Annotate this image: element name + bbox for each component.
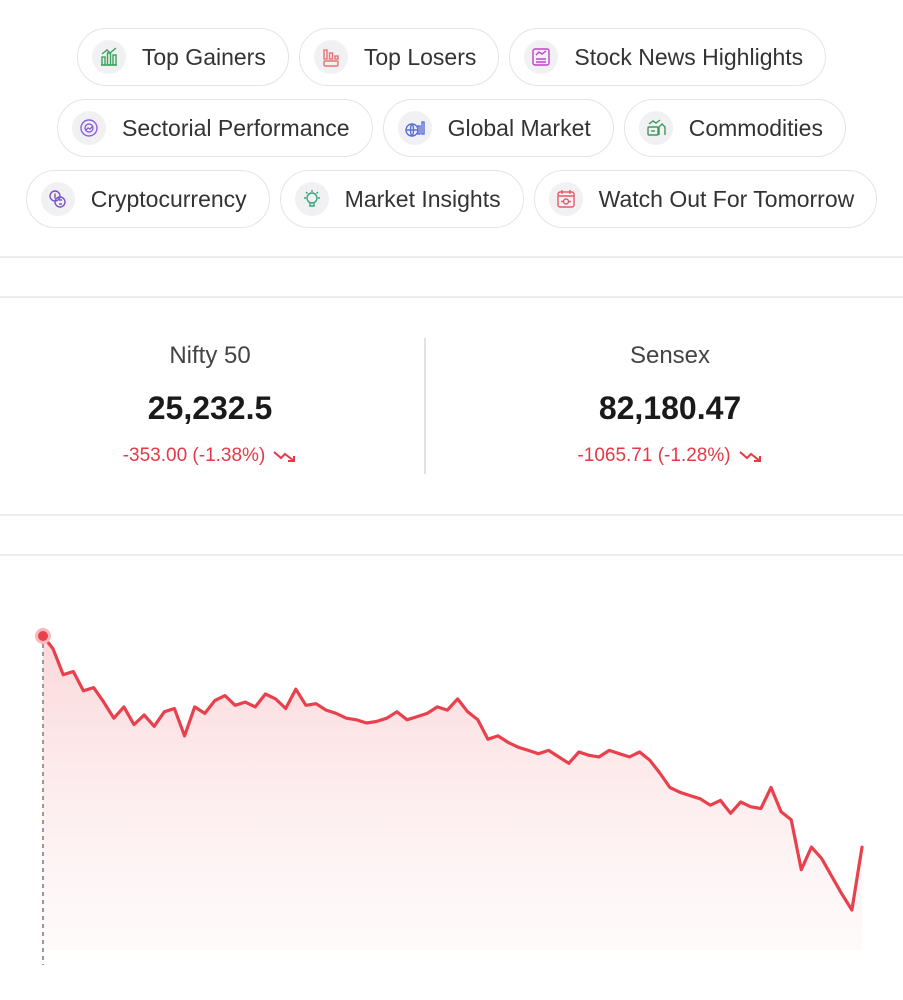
trend-down-icon	[273, 451, 296, 462]
bear-icon	[313, 40, 348, 74]
index-value: 82,180.47	[598, 390, 742, 426]
section-divider	[0, 296, 903, 298]
index-change: -1065.71 (-1.28%)	[460, 445, 880, 467]
chips-row-1: Top Gainers Top Losers Stock News Highli…	[0, 28, 903, 86]
chip-label: Market Insights	[344, 185, 501, 212]
index-card-sensex[interactable]: Sensex 82,180.47 -1065.71 (-1.28%)	[460, 338, 880, 467]
pie-icon	[72, 111, 107, 145]
chip-label: Cryptocurrency	[90, 185, 247, 212]
chip-watch-out-for-tomorrow[interactable]: Watch Out For Tomorrow	[533, 170, 878, 228]
bulb-icon	[294, 182, 329, 216]
commodity-icon	[638, 111, 673, 145]
bull-icon	[91, 40, 126, 74]
index-name: Sensex	[629, 342, 711, 369]
index-name: Nifty 50	[169, 342, 251, 369]
trend-down-icon	[738, 451, 761, 462]
chip-commodities[interactable]: Commodities	[623, 99, 846, 157]
chip-sectorial-performance[interactable]: Sectorial Performance	[57, 99, 373, 157]
index-separator	[424, 338, 426, 474]
section-divider	[0, 514, 903, 516]
chip-label: Sectorial Performance	[122, 114, 350, 141]
chip-label: Watch Out For Tomorrow	[598, 185, 855, 212]
chips-row-3: Cryptocurrency Market Insights Watch Out…	[0, 170, 903, 228]
chip-label: Top Losers	[363, 43, 477, 70]
chip-label: Stock News Highlights	[574, 43, 804, 70]
chip-stock-news-highlights[interactable]: Stock News Highlights	[509, 28, 827, 86]
chart-area-fill	[43, 636, 862, 950]
start-point	[38, 631, 48, 641]
chips-row-2: Sectorial Performance Global Market Comm…	[0, 99, 903, 157]
chip-top-gainers[interactable]: Top Gainers	[76, 28, 289, 86]
chip-market-insights[interactable]: Market Insights	[279, 170, 524, 228]
intraday-chart[interactable]	[0, 560, 903, 980]
chip-label: Global Market	[447, 114, 591, 141]
calendar-icon	[548, 182, 583, 216]
crypto-coins-icon	[40, 182, 75, 216]
news-icon	[524, 40, 559, 74]
index-change-text: -353.00 (-1.38%)	[122, 445, 266, 466]
index-change-text: -1065.71 (-1.28%)	[577, 445, 731, 466]
globe-chart-icon	[397, 111, 432, 145]
index-card-nifty[interactable]: Nifty 50 25,232.5 -353.00 (-1.38%)	[0, 338, 420, 467]
section-divider	[0, 256, 903, 258]
section-divider	[0, 554, 903, 556]
chip-label: Top Gainers	[141, 43, 266, 70]
index-value: 25,232.5	[147, 390, 273, 426]
index-change: -353.00 (-1.38%)	[0, 445, 420, 467]
chip-label: Commodities	[688, 114, 823, 141]
chip-top-losers[interactable]: Top Losers	[298, 28, 500, 86]
chip-global-market[interactable]: Global Market	[382, 99, 614, 157]
chart-series-line	[41, 634, 864, 912]
chip-cryptocurrency[interactable]: Cryptocurrency	[25, 170, 270, 228]
